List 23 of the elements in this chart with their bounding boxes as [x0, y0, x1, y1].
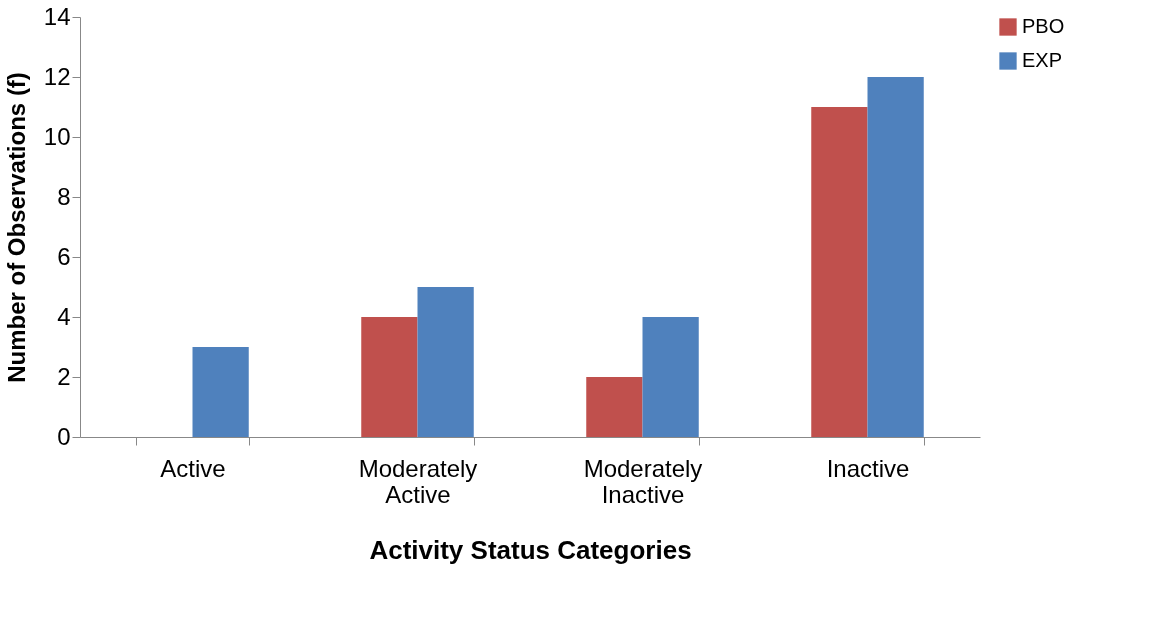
bar — [586, 377, 643, 437]
x-tick-label: Active — [160, 454, 226, 482]
legend-label: PBO — [1022, 15, 1065, 37]
y-tick-label: 4 — [57, 302, 71, 330]
y-tick-label: 12 — [43, 62, 71, 90]
bar — [361, 317, 418, 437]
x-tick-label: Moderately Inactive — [583, 454, 703, 508]
x-tick-label: Moderately Active — [358, 454, 478, 508]
x-tick-label: Inactive — [826, 454, 910, 482]
y-tick-label: 8 — [57, 182, 71, 210]
bar — [417, 287, 474, 437]
y-tick-label: 10 — [43, 122, 71, 150]
y-axis-title: Number of Observations (f) — [2, 72, 30, 383]
x-axis-title: Activity Status Categories — [369, 534, 692, 565]
bar — [811, 107, 868, 437]
y-tick-label: 2 — [57, 362, 71, 390]
bar — [867, 77, 924, 437]
y-tick-label: 6 — [57, 242, 71, 270]
bar — [192, 347, 249, 437]
legend-label: EXP — [1022, 49, 1063, 71]
bar — [642, 317, 699, 437]
y-tick-label: 14 — [43, 2, 71, 30]
y-tick-label: 0 — [57, 422, 71, 450]
